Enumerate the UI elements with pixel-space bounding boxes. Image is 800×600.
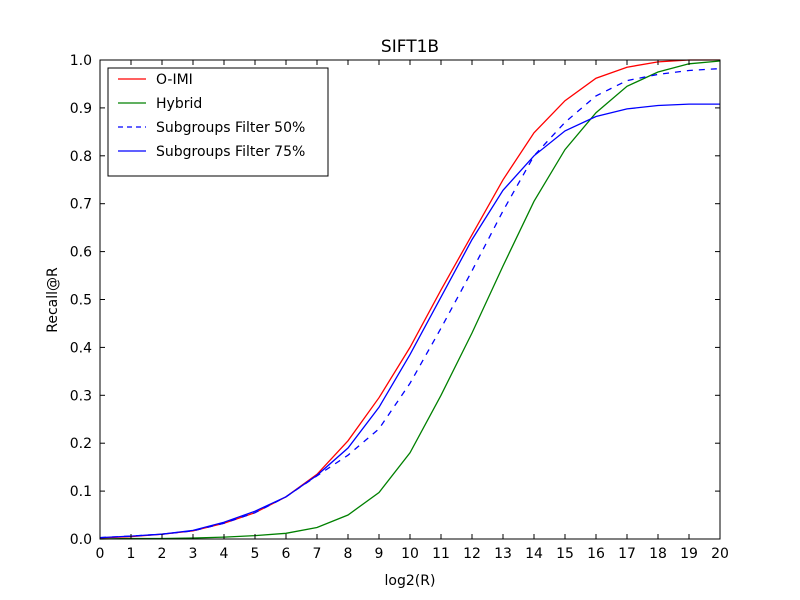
legend-label-3: Subgroups Filter 75% [156,144,305,160]
series-layer [99,59,721,540]
x-tick-label: 16 [587,546,605,562]
x-tick-label: 15 [556,546,574,562]
legend-label-0: O-IMI [156,72,193,88]
y-tick-label: 0.8 [70,149,92,165]
series-line-3 [99,103,720,539]
series-line-1 [99,60,721,540]
legend-box [107,67,329,177]
y-tick-label: 0.3 [70,388,92,404]
x-tick-label: 0 [96,546,105,562]
x-tick-label: 12 [463,546,481,562]
y-tick-label: 0.4 [70,340,92,356]
y-tick-label: 0.9 [70,101,92,117]
x-tick-label: 10 [401,546,419,562]
x-tick-label: 2 [158,546,167,562]
x-tick-label: 20 [711,546,729,562]
x-tick-label: 4 [220,546,229,562]
x-tick-label: 14 [525,546,543,562]
x-tick-label: 13 [494,546,512,562]
y-tick-label: 1.0 [70,53,92,69]
legend-label-1: Hybrid [156,96,202,112]
x-tick-label: 6 [282,546,291,562]
x-tick-label: 9 [375,546,384,562]
x-axis-label: log2(R) [385,573,436,589]
x-tick-label: 1 [127,546,136,562]
y-tick-label: 0.0 [70,532,92,548]
y-tick-label: 0.7 [70,197,92,213]
x-tick-label: 8 [344,546,353,562]
y-tick-label: 0.5 [70,293,92,309]
y-tick-label: 0.6 [70,245,92,261]
x-tick-label: 18 [649,546,667,562]
x-tick-label: 17 [618,546,636,562]
legend: O-IMI Hybrid Subgroups Filter 50% Subgroups… [107,67,329,177]
x-tick-label: 5 [251,546,260,562]
y-tick-label: 0.2 [70,436,92,452]
chart-title: SIFT1B [381,37,439,57]
axes-layer: 0 1 2 3 4 5 6 7 8 9 10 11 12 13 14 15 16 17 18 19 200.00.10.… [70,53,729,562]
x-tick-label: 11 [432,546,450,562]
y-tick-label: 0.1 [70,484,92,500]
x-tick-label: 3 [189,546,198,562]
legend-label-2: Subgroups Filter 50% [156,120,305,136]
x-tick-label: 19 [680,546,698,562]
series-line-2 [99,67,721,539]
y-axis-label: Recall@R [45,267,61,333]
x-tick-label: 7 [313,546,322,562]
